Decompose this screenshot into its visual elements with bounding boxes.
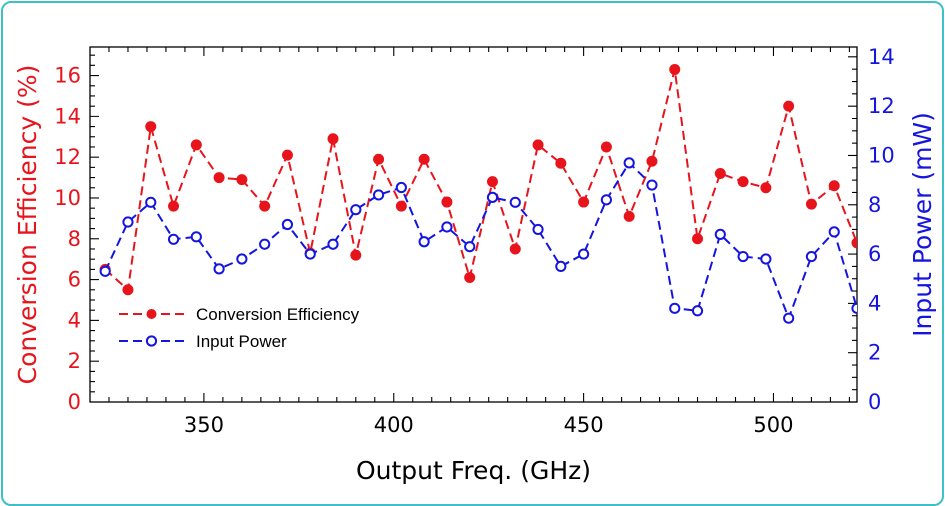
x-tick-label: 450 [564,413,604,437]
conversion-efficiency-point [600,141,612,153]
chart-svg: 350 400 450 500 0 2 4 6 8 10 12 14 16 0 2 4 6 8 10 12 14 Con… [13,45,937,485]
conversion-efficiency-point [486,176,498,188]
y-left-tick-label: 10 [54,186,81,210]
conversion-efficiency-point [555,157,567,169]
plot-area-border [89,46,858,403]
y-left-tick-label: 2 [68,349,81,373]
conversion-efficiency-point [578,196,590,208]
input-power-point [372,189,385,201]
conversion-efficiency-point [373,153,385,165]
legend-conversion-efficiency-label: Conversion Efficiency [196,305,360,324]
conversion-efficiency-point [350,249,362,261]
conversion-efficiency-point [281,149,293,161]
y-right-tick-label: 0 [868,390,881,414]
input-power-point [441,221,453,233]
conversion-efficiency-point [623,210,635,222]
conversion-efficiency-point [509,243,521,255]
input-power-point [259,238,271,250]
conversion-efficiency-point [168,200,180,212]
conversion-efficiency-point [259,200,271,212]
input-power-point [213,263,225,275]
y-right-tick-label: 4 [868,291,881,315]
input-power-point [395,181,407,194]
input-power-point [418,236,430,248]
input-power-point [623,157,635,169]
input-power-point [99,265,111,277]
conversion-efficiency-point [669,63,681,75]
input-power-point [737,250,749,263]
conversion-efficiency-point [145,121,157,133]
input-power-point [783,312,795,324]
conversion-efficiency-point [692,233,704,245]
input-power-point [600,194,612,206]
input-power-point [691,305,704,317]
input-power-point [805,250,818,263]
input-power-point [190,231,202,243]
y-right-axis-title: Input Power (mW) [908,112,937,337]
conversion-efficiency-line [104,69,857,292]
input-power-point [304,248,316,260]
conversion-efficiency-point [646,155,658,167]
y-right-tick-label: 6 [868,242,881,266]
input-power-point [350,204,362,216]
conversion-efficiency-point [441,196,453,208]
input-power-point [646,179,658,191]
input-power-point [578,248,590,260]
conversion-efficiency-point [122,284,134,296]
conversion-efficiency-point [828,180,840,192]
input-power-point [851,302,857,314]
input-power-point [281,218,294,231]
conversion-efficiency-point [737,176,749,188]
y-left-axis-title: Conversion Efficiency (%) [13,65,42,385]
input-power-point [532,223,544,236]
conversion-efficiency-point [213,172,225,184]
y-left-tick-label: 16 [54,64,81,88]
y-left-tick-label: 8 [68,227,81,251]
input-power-point [145,196,157,208]
conversion-efficiency-point [783,100,795,112]
conversion-efficiency-point [395,200,407,212]
input-power-point [236,253,248,265]
input-power-point [555,260,567,273]
y-left-tick-label: 12 [54,145,81,169]
y-left-tick-label: 6 [68,268,81,292]
x-tick-label: 400 [374,413,414,437]
input-power-point [327,238,339,250]
conversion-efficiency-point [327,133,339,145]
input-power-point [828,226,840,238]
input-power-point [760,253,772,265]
input-power-point [509,196,521,208]
conversion-efficiency-point [418,153,430,165]
input-power-point [669,302,681,314]
x-tick-label: 350 [184,413,224,437]
input-power-point [714,228,726,240]
y-right-tick-label: 10 [868,143,895,167]
conversion-efficiency-point [714,167,726,179]
legend-input-power-marker [145,335,158,347]
input-power-line [104,161,857,322]
y-right-tick-label: 8 [868,193,881,217]
y-right-tick-label: 12 [868,94,895,118]
input-power-point [464,241,476,253]
conversion-efficiency-point [851,237,857,249]
input-power-point [167,233,180,245]
conversion-efficiency-point [805,198,817,210]
y-left-tick-label: 4 [68,308,81,332]
input-power-point [122,216,134,228]
conversion-efficiency-point [190,139,202,151]
y-left-tick-label: 0 [68,390,81,414]
x-axis-title: Output Freq. (GHz) [356,456,591,485]
legend-input-power-label: Input Power [196,332,287,351]
y-left-tick-label: 14 [54,104,81,128]
conversion-efficiency-point [760,182,772,194]
legend-conversion-efficiency-marker [146,309,157,319]
conversion-efficiency-point [236,174,248,186]
y-right-tick-label: 2 [868,341,881,365]
conversion-efficiency-point [532,139,544,151]
x-tick-label: 500 [753,413,793,437]
conversion-efficiency-point [464,272,476,284]
input-power-point [486,191,499,203]
y-right-tick-label: 14 [868,45,895,69]
